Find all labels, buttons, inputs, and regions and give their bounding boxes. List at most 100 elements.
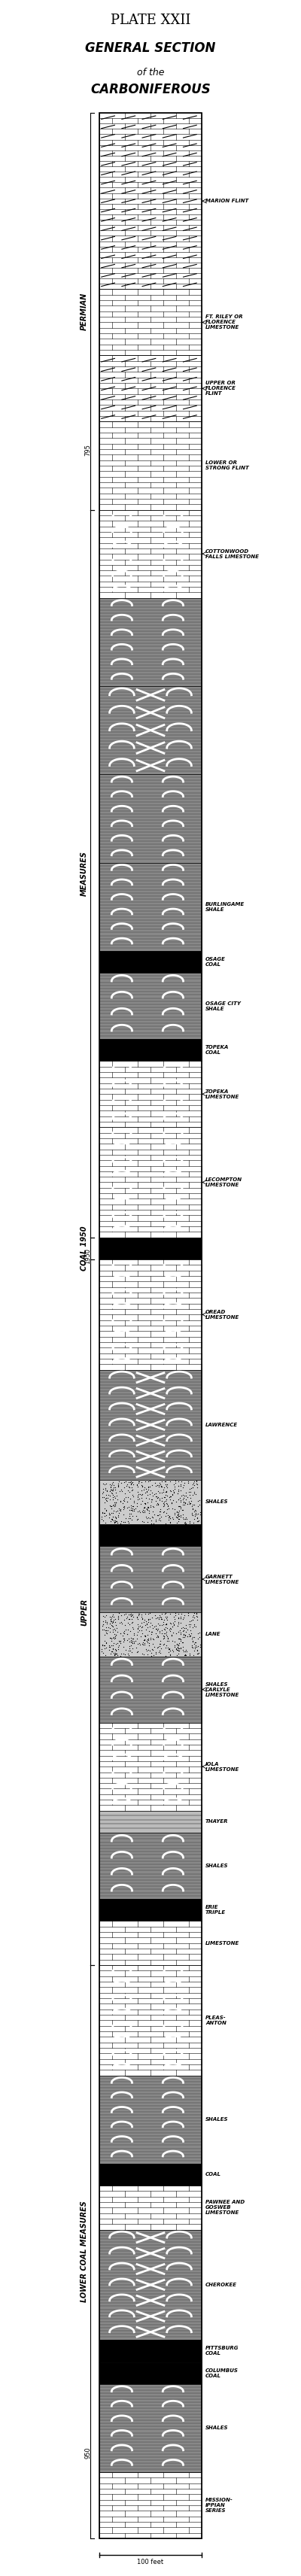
Point [188, 1484, 192, 1525]
Point [157, 1605, 162, 1646]
Point [136, 1489, 141, 1530]
Point [113, 1633, 117, 1674]
Point [176, 1471, 181, 1512]
Point [197, 1633, 201, 1674]
Point [177, 1623, 182, 1664]
Point [187, 1633, 192, 1674]
Point [108, 1600, 113, 1641]
Point [143, 1473, 148, 1515]
Point [101, 1463, 106, 1504]
Point [140, 1597, 144, 1638]
Point [100, 1607, 105, 1649]
Point [187, 1600, 192, 1641]
Point [107, 1625, 112, 1667]
Point [112, 1633, 117, 1674]
Point [174, 1631, 179, 1672]
Point [179, 1607, 184, 1649]
Text: SHALES: SHALES [205, 2427, 228, 2429]
Point [131, 1486, 136, 1528]
Point [128, 1479, 132, 1520]
Point [178, 1466, 183, 1507]
Point [142, 1481, 147, 1522]
Point [163, 1502, 168, 1543]
Point [145, 1631, 150, 1672]
Point [144, 1631, 149, 1672]
Text: of the: of the [137, 67, 164, 77]
Point [113, 1481, 118, 1522]
Point [178, 1466, 183, 1507]
Point [168, 1497, 172, 1538]
Point [100, 1473, 105, 1515]
Point [175, 1597, 180, 1638]
Point [128, 1631, 132, 1672]
Point [184, 1502, 188, 1543]
Point [180, 1620, 185, 1662]
Point [136, 1623, 141, 1664]
Point [178, 1628, 183, 1669]
Point [186, 1463, 191, 1504]
Point [135, 1499, 140, 1540]
Point [135, 1492, 140, 1533]
Point [101, 1607, 106, 1649]
Point [184, 1631, 188, 1672]
Point [157, 1597, 161, 1638]
Text: OREAD
LIMESTONE: OREAD LIMESTONE [205, 1309, 240, 1319]
Point [178, 1468, 183, 1510]
Point [193, 1625, 198, 1667]
Point [194, 1595, 198, 1636]
Point [172, 1600, 177, 1641]
Point [183, 1615, 188, 1656]
Point [138, 1615, 143, 1656]
Point [181, 1610, 186, 1651]
Bar [99, 1832, 202, 1899]
Point [102, 1597, 107, 1638]
Bar [99, 951, 202, 974]
Point [111, 1628, 116, 1669]
Point [142, 1600, 147, 1641]
Point [104, 1468, 109, 1510]
Point [120, 1484, 125, 1525]
Point [150, 1497, 155, 1538]
Point [169, 1615, 174, 1656]
Point [178, 1494, 183, 1535]
Point [182, 1466, 186, 1507]
Point [127, 1497, 132, 1538]
Point [164, 1479, 169, 1520]
Point [166, 1497, 171, 1538]
Point [121, 1479, 126, 1520]
Point [183, 1615, 188, 1656]
Point [126, 1602, 130, 1643]
Point [144, 1600, 148, 1641]
Point [149, 1502, 154, 1543]
Point [136, 1605, 141, 1646]
Point [146, 1602, 151, 1643]
Point [127, 1620, 132, 1662]
Point [140, 1481, 145, 1522]
Point [138, 1605, 142, 1646]
Point [102, 1615, 107, 1656]
Point [110, 1595, 115, 1636]
Point [129, 1595, 134, 1636]
Point [165, 1494, 170, 1535]
Point [104, 1620, 109, 1662]
Point [128, 1489, 133, 1530]
Point [131, 1476, 136, 1517]
Point [106, 1473, 110, 1515]
Point [127, 1600, 132, 1641]
Point [194, 1595, 199, 1636]
Point [116, 1625, 120, 1667]
Point [171, 1602, 176, 1643]
Point [192, 1592, 197, 1633]
Point [155, 1597, 160, 1638]
Point [168, 1461, 172, 1502]
Point [181, 1481, 186, 1522]
Point [108, 1468, 113, 1510]
Point [112, 1628, 117, 1669]
Point [139, 1607, 144, 1649]
Point [183, 1605, 188, 1646]
Bar [99, 113, 202, 2537]
Point [195, 1633, 200, 1674]
Point [168, 1631, 172, 1672]
Point [111, 1633, 116, 1674]
Point [163, 1613, 168, 1654]
